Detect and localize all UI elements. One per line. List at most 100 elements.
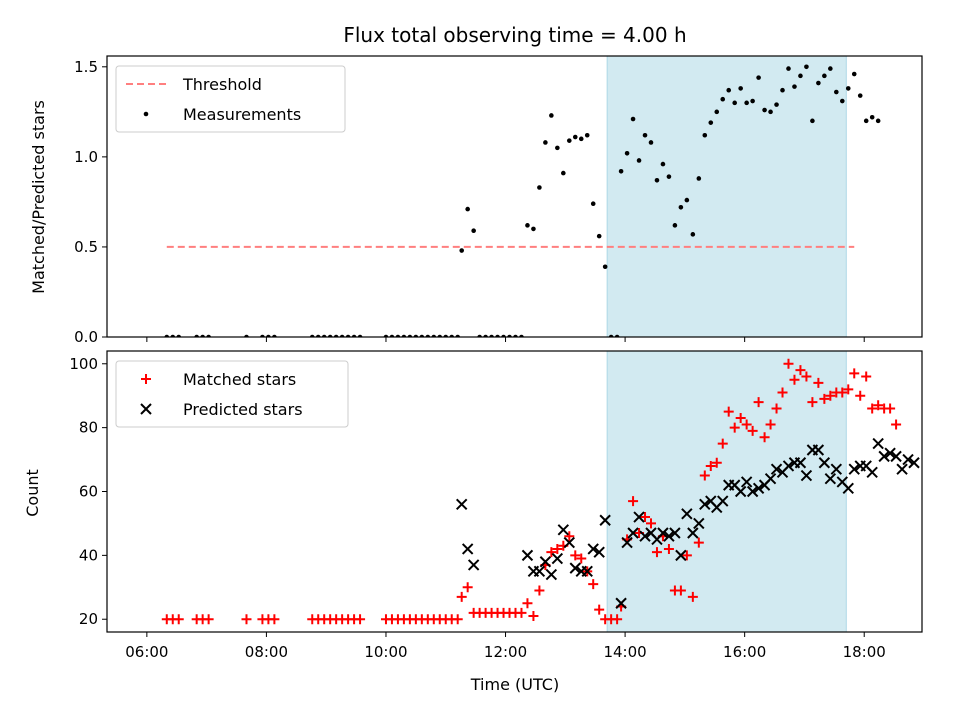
measurements-point xyxy=(672,223,678,228)
predicted-stars-point xyxy=(812,444,825,456)
x-tick-label: 14:00 xyxy=(603,643,646,661)
measurements-point xyxy=(786,66,791,71)
legend-box xyxy=(115,360,349,428)
predicted-stars-point xyxy=(551,552,564,565)
matched-stars-point xyxy=(528,611,539,622)
predicted-stars-point xyxy=(818,457,831,469)
matched-stars-point xyxy=(741,419,752,430)
matched-stars-point xyxy=(723,406,734,417)
legend-label: Threshold xyxy=(182,75,262,94)
predicted-stars-point xyxy=(740,476,753,488)
measurements-point xyxy=(792,84,797,89)
measurements-point xyxy=(816,80,821,86)
measurements-point xyxy=(578,136,584,142)
matched-stars-point xyxy=(795,365,806,376)
measurements-point xyxy=(875,118,881,124)
measurements-point xyxy=(762,107,767,113)
matched-stars-point xyxy=(522,598,533,609)
matched-stars-point xyxy=(269,614,280,625)
measurements-point xyxy=(602,264,608,270)
measurements-point xyxy=(851,71,857,77)
measurements-point xyxy=(624,150,630,156)
matched-stars-point xyxy=(699,470,710,481)
legend-predicted-stars-swatch xyxy=(140,403,152,415)
legend: Matched stars Predicted stars xyxy=(115,360,349,428)
matched-stars-point xyxy=(747,425,758,436)
data-layer xyxy=(161,358,920,625)
predicted-stars-point xyxy=(872,437,884,450)
predicted-stars-point xyxy=(770,463,783,475)
x-tick-label: 06:00 xyxy=(125,643,168,661)
matched-stars-point xyxy=(861,371,872,382)
measurements-point xyxy=(666,174,672,179)
predicted-stars-point xyxy=(717,495,729,507)
matched-stars-point xyxy=(612,614,623,625)
matched-stars-point xyxy=(693,537,704,548)
measurements-point xyxy=(714,109,720,115)
observing-window-span xyxy=(606,55,847,338)
matched-stars-point xyxy=(516,607,527,618)
measurements-point xyxy=(660,161,666,167)
matched-stars-point xyxy=(645,518,656,529)
measurements-point xyxy=(732,100,737,106)
predicted-stars-point xyxy=(639,530,651,542)
measurements-point xyxy=(642,132,648,138)
matched-stars-point xyxy=(873,400,884,411)
measurements-point xyxy=(684,197,690,203)
predicted-stars-point xyxy=(657,527,669,539)
measurements-point xyxy=(798,73,803,79)
matched-stars-point xyxy=(825,390,836,401)
measurements-point xyxy=(780,87,785,93)
matched-stars-point xyxy=(753,397,764,408)
predicted-stars-point xyxy=(563,536,576,549)
matched-stars-point xyxy=(759,432,770,443)
matched-stars-point xyxy=(355,614,366,625)
predicted-stars-point xyxy=(908,457,920,469)
measurements-point xyxy=(869,114,875,120)
matched-stars-point xyxy=(867,403,878,414)
measurements-point xyxy=(744,100,749,106)
measurements-point xyxy=(756,75,761,80)
predicted-stars-point xyxy=(593,546,605,558)
predicted-stars-point xyxy=(557,524,570,536)
predicted-stars-point xyxy=(533,565,546,578)
x-tick-label: 12:00 xyxy=(484,643,527,661)
matched-stars-point xyxy=(570,550,581,561)
matched-stars-point xyxy=(588,579,599,590)
predicted-stars-point xyxy=(764,473,777,485)
matched-stars-point xyxy=(807,397,818,408)
predicted-stars-point xyxy=(633,511,645,523)
legend-box xyxy=(115,65,346,133)
predicted-stars-point xyxy=(669,527,681,539)
measurements-point xyxy=(630,116,636,122)
measurements-point xyxy=(648,140,654,145)
matched-stars-point xyxy=(546,547,557,558)
measurements-point xyxy=(822,73,827,79)
matched-stars-point xyxy=(564,531,575,542)
matched-stars-point xyxy=(801,371,812,382)
measurements-point xyxy=(618,168,624,174)
matched-stars-point xyxy=(456,591,467,602)
predicted-stars-point xyxy=(842,482,854,495)
predicted-stars-point xyxy=(902,453,914,466)
predicted-stars-point xyxy=(884,447,896,459)
x-tick-label: 16:00 xyxy=(723,643,766,661)
measurements-point xyxy=(678,205,684,210)
matched-stars-point xyxy=(717,438,728,449)
matched-stars-point xyxy=(705,460,716,471)
predicted-stars-point xyxy=(615,597,627,609)
measurements-point xyxy=(572,134,578,140)
predicted-stars-point xyxy=(693,517,705,530)
measurements-point xyxy=(549,113,554,118)
measurements-point xyxy=(537,185,542,190)
y-tick-label: 40 xyxy=(79,546,98,564)
measurements-point xyxy=(459,248,464,253)
matched-stars-point xyxy=(681,550,692,561)
measurements-point xyxy=(738,86,743,91)
matched-stars-point xyxy=(640,512,651,523)
matched-stars-point xyxy=(855,390,866,401)
predicted-stars-point xyxy=(800,469,813,482)
predicted-stars-point xyxy=(599,514,611,526)
legend-measurements-swatch xyxy=(143,111,149,117)
matched-stars-point xyxy=(628,496,639,507)
